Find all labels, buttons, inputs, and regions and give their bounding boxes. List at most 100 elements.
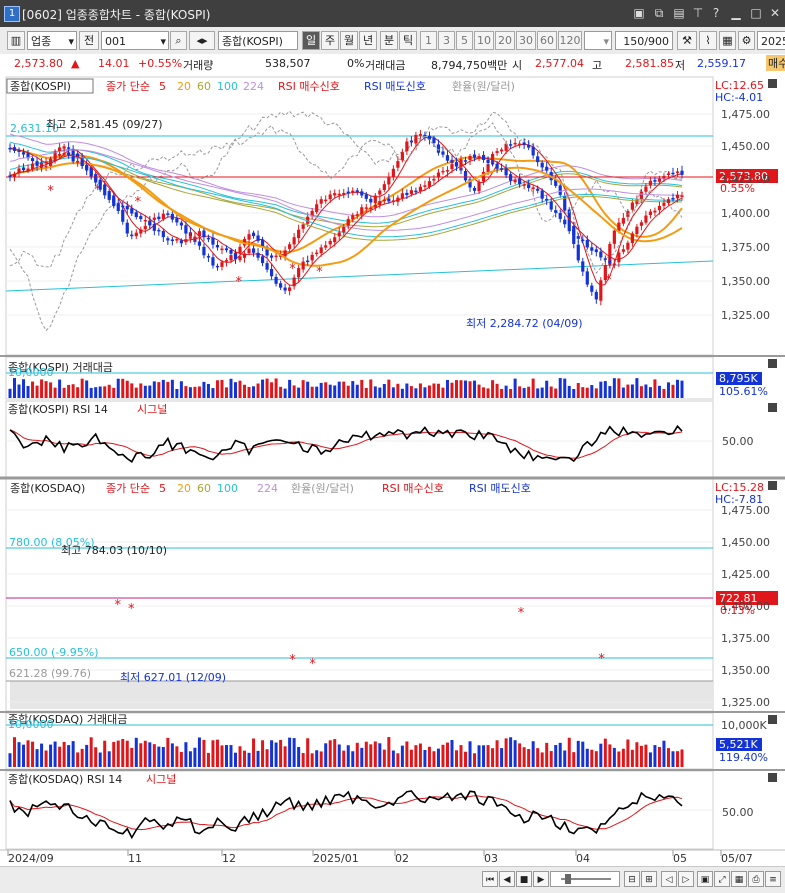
save-icon[interactable]: ▦ (719, 31, 736, 50)
candle-body (283, 287, 287, 291)
zoom-slider[interactable] (550, 871, 620, 887)
volume-bar (635, 742, 639, 767)
close-icon[interactable] (768, 79, 777, 88)
chart-type-icon[interactable]: ⊤ (692, 6, 704, 20)
prev-button[interactable]: 전 (79, 31, 99, 50)
interval-3[interactable]: 3 (438, 31, 455, 50)
close-icon[interactable] (768, 403, 777, 412)
close-icon[interactable] (768, 359, 777, 368)
stop-icon[interactable]: ■ (516, 871, 532, 887)
zoom-in-icon[interactable]: ⊞ (641, 871, 657, 887)
buy-tab[interactable]: 매수 (766, 55, 785, 71)
count-field[interactable]: 150/900 (615, 31, 673, 50)
interval-120[interactable]: 120 (558, 31, 582, 50)
interval-5[interactable]: 5 (456, 31, 473, 50)
candle-body (504, 143, 508, 151)
settings-icon[interactable]: ⚙ (738, 31, 755, 50)
code-input[interactable]: 001 ▾ (101, 31, 169, 50)
trend-line (5, 260, 714, 292)
kosdaq-volume-panel[interactable] (6, 724, 713, 767)
print-icon[interactable]: ⎙ (748, 871, 764, 887)
sound-icon[interactable]: ◂▸ (189, 31, 215, 50)
interval-10[interactable]: 10 (474, 31, 494, 50)
volume-bar (522, 747, 526, 767)
volume-bar (527, 748, 531, 767)
volume-bar (76, 752, 80, 767)
candle-body (143, 226, 147, 230)
help-icon[interactable]: ? (712, 6, 720, 20)
grid-icon[interactable]: ▦ (731, 871, 747, 887)
volume-bar (554, 745, 558, 767)
toolbar-config-icon[interactable]: ▣ (633, 6, 645, 20)
volume-bar (585, 387, 589, 398)
close-icon[interactable]: ✕ (769, 6, 781, 20)
volume-bar (450, 382, 454, 398)
candle-body (351, 215, 355, 220)
indicator-icon[interactable]: ⚒ (677, 31, 697, 50)
period-tab-tick[interactable]: 틱 (399, 31, 417, 50)
close-icon[interactable] (768, 773, 777, 782)
ma-100-line (9, 157, 683, 238)
link-icon[interactable]: ⧉ (654, 6, 664, 20)
kospi-y-axis: 1,475.00 1,450.00 1,425.00 1,400.00 1,375.00… (721, 108, 770, 322)
chart-area[interactable]: * * * * * * * * * * * * * 종합(KOSPI) 종가 단순 5 20 60 1… (0, 73, 785, 866)
kospi-rsi-panel[interactable] (6, 424, 713, 463)
volume-bar (617, 378, 621, 398)
volume-bar (211, 388, 215, 398)
next-icon[interactable]: ▶ (533, 871, 549, 887)
scroll-right-icon[interactable]: ▷ (678, 871, 694, 887)
close-icon[interactable] (768, 481, 777, 490)
candle-body (675, 171, 680, 173)
kosdaq-price-panel[interactable]: * * * * * * (6, 122, 713, 703)
kosdaq-rsi-panel[interactable] (6, 790, 713, 840)
scroll-left-icon[interactable]: ◁ (661, 871, 677, 887)
minimize-icon[interactable]: ▁ (731, 6, 741, 20)
market-select[interactable]: 업종 ▾ (27, 31, 77, 50)
first-icon[interactable]: ⏮ (482, 871, 498, 887)
y-tick-label: 1,375.00 (721, 632, 770, 645)
candle-body (531, 146, 535, 156)
lock-icon[interactable]: ▣ (697, 871, 713, 887)
volume-bar (288, 737, 292, 767)
draw-icon[interactable]: ⌇ (699, 31, 717, 50)
interval-1[interactable]: 1 (420, 31, 437, 50)
period-tab-week[interactable]: 주 (321, 31, 339, 50)
zoom-out-icon[interactable]: ⊟ (624, 871, 640, 887)
period-tab-year[interactable]: 년 (359, 31, 377, 50)
interval-30[interactable]: 30 (516, 31, 536, 50)
volume-bar (292, 738, 296, 767)
panel-close-buttons[interactable] (768, 79, 777, 782)
candle-body (612, 230, 616, 244)
prev-icon[interactable]: ◀ (499, 871, 515, 887)
rsi-buy-signal-marker: * (309, 657, 316, 672)
volume-bar (445, 742, 449, 767)
tile-icon[interactable]: ▤ (673, 6, 685, 20)
fit-icon[interactable]: ⤢ (714, 871, 730, 887)
volume-bar (608, 744, 612, 767)
interval-20[interactable]: 20 (495, 31, 515, 50)
interval-custom-select[interactable]: ▾ (584, 31, 612, 50)
interval-60[interactable]: 60 (537, 31, 557, 50)
kosdaq-hc-label: HC:-7.81 (715, 493, 763, 506)
volume-bar (279, 386, 283, 398)
maximize-icon[interactable]: □ (750, 6, 762, 20)
menu-icon[interactable]: ≡ (765, 871, 781, 887)
period-tab-day[interactable]: 일 (302, 31, 320, 50)
period-tab-minute[interactable]: 분 (380, 31, 398, 50)
date-field[interactable]: 2025 (757, 31, 785, 50)
candle-body (310, 254, 314, 261)
period-tab-month[interactable]: 월 (340, 31, 358, 50)
kospi-price-pct: 0.55% (720, 182, 755, 195)
kospi-volume-panel[interactable] (6, 372, 713, 398)
candle-body (220, 248, 224, 251)
layout-icon[interactable]: ▥ (7, 31, 25, 50)
kospi-legend-ma5: 5 (159, 80, 166, 93)
search-icon[interactable]: ⌕ (170, 31, 187, 50)
candle-body (58, 147, 62, 152)
close-icon[interactable] (768, 715, 777, 724)
candle-body (567, 225, 571, 232)
volume-bar (355, 384, 359, 398)
candle-body (671, 197, 675, 200)
volume-bar (22, 744, 26, 767)
candle-body (490, 153, 495, 164)
